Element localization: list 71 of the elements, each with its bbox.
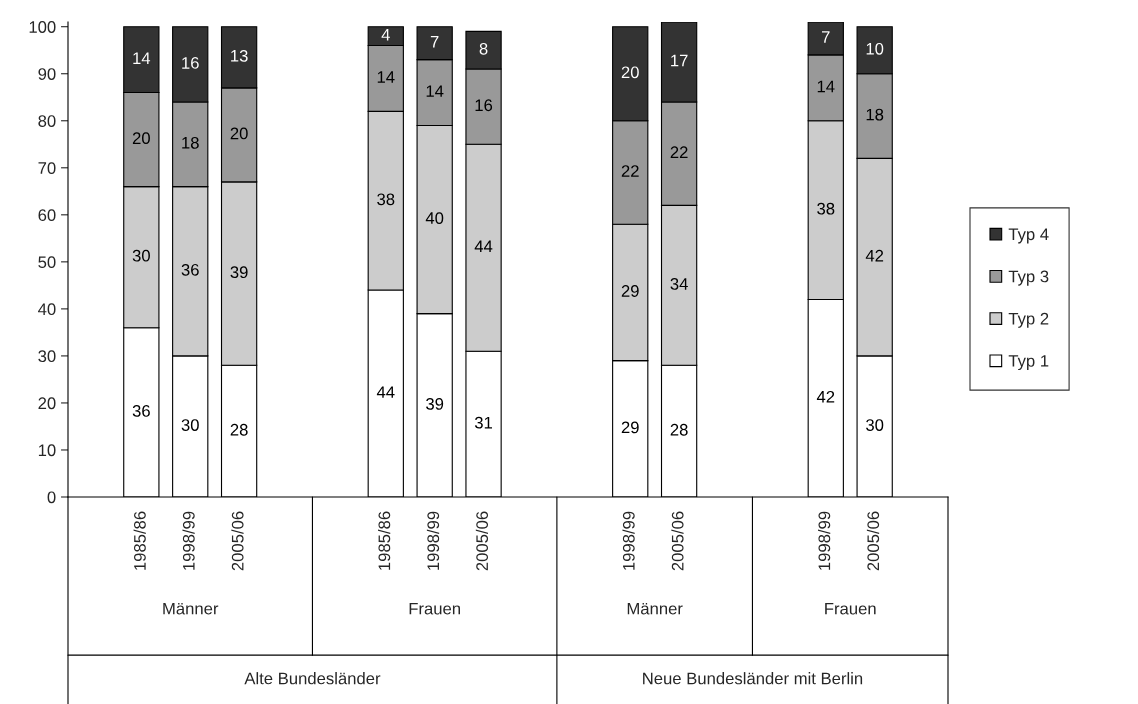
data-label: 13 bbox=[231, 49, 248, 62]
data-label: 20 bbox=[132, 132, 150, 145]
y-tick-label: 0 bbox=[47, 491, 56, 504]
data-label: 18 bbox=[866, 108, 884, 121]
data-label: 36 bbox=[132, 405, 150, 417]
x-tick-label: 2005/06 bbox=[671, 511, 684, 571]
text: Neue Bundesländer mit Berlin bbox=[643, 672, 863, 685]
data-label: 30 bbox=[181, 419, 199, 431]
data-label: 10 bbox=[866, 42, 884, 55]
legend-label: Typ 2 bbox=[1008, 312, 1049, 328]
data-label: 16 bbox=[182, 57, 199, 69]
text: Männer bbox=[627, 602, 683, 615]
data-label: 44 bbox=[474, 240, 493, 253]
data-label: 28 bbox=[670, 423, 688, 436]
data-label: 31 bbox=[474, 416, 493, 429]
x-tick-label: 1985/86 bbox=[133, 511, 146, 570]
legend-label: Typ 1 bbox=[1008, 355, 1049, 371]
x-tick-label: 2005/06 bbox=[231, 511, 244, 571]
y-tick-label: 70 bbox=[38, 162, 56, 174]
data-label: 22 bbox=[670, 146, 688, 158]
data-label: 14 bbox=[426, 85, 444, 97]
data-label: 39 bbox=[230, 266, 248, 279]
data-label: 38 bbox=[817, 202, 835, 215]
data-label: 20 bbox=[621, 66, 639, 79]
text: Alte Bundesländer bbox=[244, 672, 381, 685]
data-label: 40 bbox=[425, 212, 444, 224]
x-tick-label: 1998/99 bbox=[426, 511, 440, 570]
x-tick-label: 1998/99 bbox=[622, 511, 635, 570]
data-label: 17 bbox=[671, 54, 688, 67]
data-label: 16 bbox=[475, 99, 493, 112]
text: Frauen bbox=[825, 602, 876, 615]
y-tick-label: 80 bbox=[38, 115, 56, 127]
y-tick-label: 10 bbox=[38, 444, 56, 457]
y-tick-label: 100 bbox=[29, 21, 56, 33]
data-label: 34 bbox=[670, 278, 688, 290]
data-label: 42 bbox=[816, 390, 835, 403]
y-tick-label: 20 bbox=[38, 397, 56, 410]
data-label: 18 bbox=[182, 136, 199, 149]
y-tick-label: 30 bbox=[38, 350, 56, 363]
data-label: 7 bbox=[822, 31, 830, 43]
data-label: 22 bbox=[621, 165, 639, 177]
legend-label: Typ 4 bbox=[1008, 228, 1049, 244]
data-label: 30 bbox=[866, 419, 884, 431]
data-label: 7 bbox=[430, 36, 439, 48]
data-label: 14 bbox=[377, 71, 395, 83]
data-label: 20 bbox=[230, 127, 248, 140]
data-label: 14 bbox=[817, 80, 835, 93]
x-tick-label: 2005/06 bbox=[866, 511, 880, 571]
text: Männer bbox=[163, 602, 219, 615]
y-tick-label: 40 bbox=[38, 303, 56, 316]
x-tick-label: 1985/86 bbox=[378, 511, 391, 570]
x-tick-label: 2005/06 bbox=[475, 511, 489, 571]
data-label: 38 bbox=[377, 193, 395, 206]
data-label: 28 bbox=[230, 423, 248, 436]
data-label: 14 bbox=[133, 52, 151, 64]
y-tick-label: 90 bbox=[38, 68, 56, 80]
data-label: 4 bbox=[381, 28, 390, 41]
y-tick-label: 50 bbox=[38, 256, 56, 269]
data-label: 39 bbox=[426, 397, 444, 410]
data-label: 30 bbox=[132, 249, 150, 262]
data-label: 8 bbox=[479, 42, 488, 55]
text: Frauen bbox=[409, 602, 460, 615]
y-tick-label: 60 bbox=[38, 209, 56, 222]
data-label: 36 bbox=[181, 263, 199, 276]
data-label: 29 bbox=[621, 285, 639, 297]
data-label: 42 bbox=[865, 249, 884, 262]
data-label: 29 bbox=[621, 421, 639, 434]
data-label: 44 bbox=[376, 386, 395, 398]
x-tick-label: 1998/99 bbox=[818, 511, 831, 570]
x-tick-label: 1998/99 bbox=[182, 511, 195, 570]
legend-label: Typ 3 bbox=[1008, 270, 1049, 286]
